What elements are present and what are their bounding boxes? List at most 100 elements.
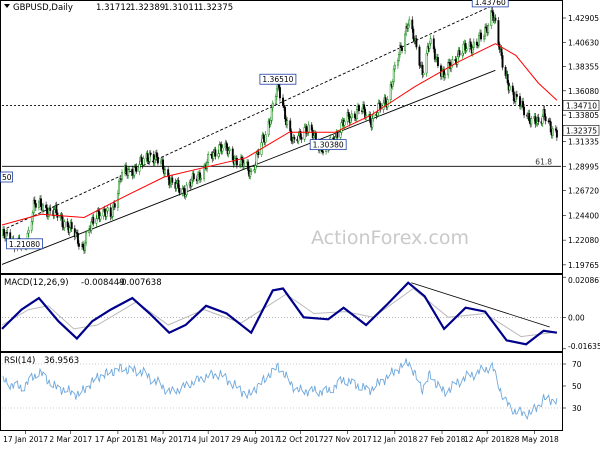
candle-body: [240, 156, 242, 165]
candle-body: [264, 134, 267, 143]
candle-body: [544, 116, 547, 122]
ohlc-high: 1.32389: [130, 3, 165, 13]
candle-body: [436, 57, 439, 67]
candle-body: [522, 101, 524, 108]
candle-body: [40, 198, 42, 207]
candle-body: [169, 183, 172, 186]
date-axis-label: 12 Jan 2018: [372, 435, 417, 444]
candle-body: [312, 135, 315, 139]
candle-body: [311, 129, 314, 139]
candle-body: [391, 81, 394, 87]
price-axis-label: 1.19765: [568, 261, 599, 270]
candle-body: [286, 120, 289, 126]
candle-body: [221, 147, 224, 152]
candle-body: [160, 160, 162, 164]
candle-body: [293, 137, 296, 140]
candle-body: [177, 179, 180, 189]
candle-body: [543, 109, 546, 117]
candle-body: [343, 121, 346, 126]
candle-body: [551, 128, 554, 136]
candle-body: [235, 157, 238, 166]
candle-body: [76, 233, 79, 244]
candle-body: [267, 120, 270, 135]
candle-body: [140, 156, 143, 162]
candle-body: [475, 41, 478, 46]
macd-axis-label: 0.020861: [568, 276, 600, 285]
candle-body: [243, 162, 246, 167]
candle-body: [88, 228, 91, 234]
candle-body: [5, 232, 8, 239]
candle-body: [128, 168, 131, 171]
candle-body: [279, 87, 281, 99]
candle-body: [103, 208, 106, 213]
candle-body: [131, 168, 134, 176]
candle-body: [133, 166, 136, 176]
candle-body: [98, 211, 101, 220]
candle-body: [407, 24, 410, 29]
rsi-header: RSI(14) 36.9563: [4, 356, 79, 366]
candle-body: [346, 112, 349, 122]
candle-body: [389, 84, 392, 100]
candle-body: [432, 38, 435, 50]
candle-body: [364, 108, 367, 118]
candle-body: [32, 199, 35, 214]
candle-body: [127, 169, 130, 176]
candle-body: [85, 232, 88, 244]
candle-body: [421, 64, 424, 75]
candle-body: [549, 121, 552, 133]
candle-body: [199, 172, 201, 180]
candle-body: [225, 142, 228, 148]
candle-body: [109, 207, 112, 217]
price-axis-label: 1.36080: [568, 87, 599, 96]
candle-body: [181, 188, 184, 194]
price-axis-label: 1.38355: [568, 63, 599, 72]
annotation-box: [471, 0, 509, 8]
candle-body: [487, 25, 490, 33]
price-axis-label: 1.40630: [568, 38, 599, 47]
symbol-label: GBPUSD,Daily: [13, 3, 73, 13]
candle-body: [508, 85, 511, 91]
candle-body: [207, 154, 210, 163]
candle-body: [454, 59, 457, 61]
candle-body: [369, 114, 372, 123]
candle-body: [471, 47, 474, 54]
candle-body: [429, 38, 432, 44]
date-axis-label: 28 May 2018: [510, 435, 559, 444]
candle-body: [396, 60, 399, 66]
rsi-axis-label: 50: [572, 382, 582, 391]
candle-body: [167, 169, 170, 177]
candle-body: [92, 217, 95, 224]
price-axis-label: 1.22080: [568, 236, 599, 245]
candle-body: [153, 159, 156, 164]
price-axis-label: 1.26720: [568, 187, 599, 196]
date-axis-label: 12 Apr 2018: [464, 435, 511, 444]
candle-body: [49, 207, 52, 211]
candle-body: [307, 124, 310, 133]
candle-body: [185, 184, 188, 195]
candle-body: [408, 19, 411, 26]
candle-body: [494, 17, 497, 21]
candle-body: [447, 62, 450, 76]
price-axis-label: 1.33805: [568, 111, 599, 120]
candle-body: [426, 46, 429, 54]
candle-body: [117, 180, 120, 194]
candle-body: [462, 43, 465, 54]
rsi-name: RSI(14): [4, 356, 35, 366]
date-axis-label: 2 Mar 2017: [49, 435, 92, 444]
annotation-label: 1.21080: [9, 240, 40, 249]
candle-body: [70, 222, 73, 229]
macd-value: -0.008449: [81, 278, 125, 288]
price-axis-label: 1.31335: [568, 137, 599, 146]
moving-average-line: [1, 43, 558, 226]
candle-body: [200, 178, 202, 180]
level-tag-box: [562, 100, 600, 111]
candle-body: [376, 112, 379, 116]
candle-body: [55, 205, 58, 214]
candle-body: [523, 106, 526, 116]
candle-body: [6, 232, 9, 234]
candle-body: [405, 26, 408, 35]
candle-body: [404, 33, 407, 51]
candle-body: [90, 221, 93, 231]
candle-body: [349, 117, 352, 123]
candle-body: [528, 113, 531, 122]
